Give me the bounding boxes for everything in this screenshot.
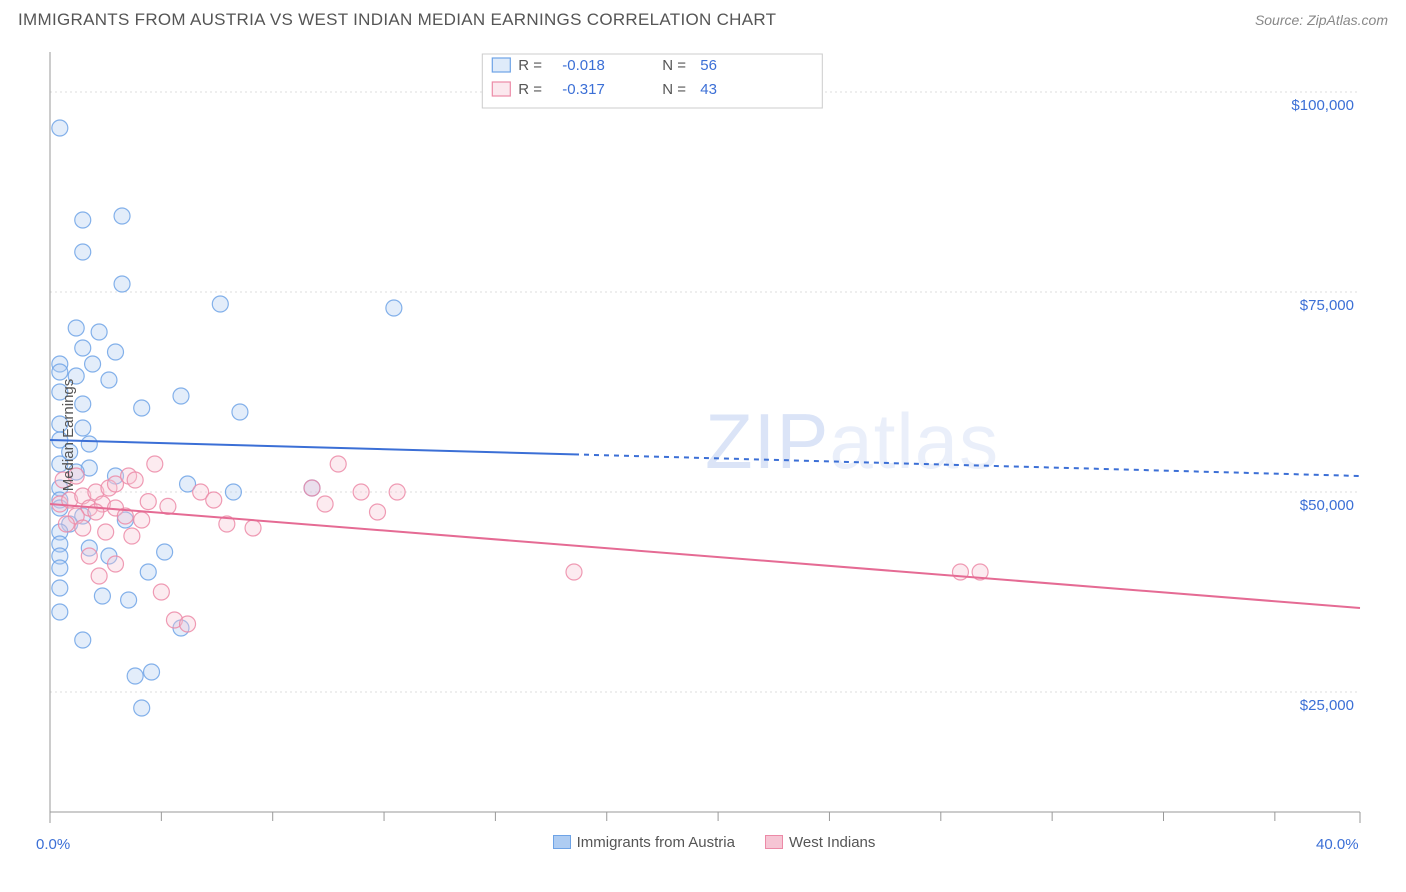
data-point (58, 516, 74, 532)
data-point (206, 492, 222, 508)
data-point (134, 512, 150, 528)
trend-line (50, 504, 1360, 608)
data-point (68, 320, 84, 336)
data-point (81, 548, 97, 564)
y-axis-label: Median Earnings (60, 379, 77, 492)
y-tick-label: $50,000 (1300, 497, 1354, 514)
data-point (121, 592, 137, 608)
legend-stat: N = (662, 81, 686, 98)
y-tick-label: $25,000 (1300, 697, 1354, 714)
bottom-legend: Immigrants from Austria West Indians (40, 834, 1388, 851)
x-tick-label: 0.0% (36, 836, 70, 853)
legend-swatch (492, 58, 510, 72)
data-point (52, 604, 68, 620)
legend-stat: 43 (700, 81, 717, 98)
data-point (91, 568, 107, 584)
legend-item: Immigrants from Austria (553, 834, 735, 851)
legend-swatch (492, 82, 510, 96)
legend-label: Immigrants from Austria (577, 834, 735, 851)
data-point (75, 520, 91, 536)
legend-swatch (765, 835, 783, 849)
data-point (389, 484, 405, 500)
data-point (91, 324, 107, 340)
chart-title: IMMIGRANTS FROM AUSTRIA VS WEST INDIAN M… (18, 10, 776, 30)
legend-stat: N = (662, 57, 686, 74)
legend-stat: R = (518, 81, 542, 98)
legend-label: West Indians (789, 834, 875, 851)
data-point (52, 560, 68, 576)
data-point (317, 496, 333, 512)
data-point (225, 484, 241, 500)
data-point (173, 388, 189, 404)
data-point (212, 296, 228, 312)
legend-stat: -0.018 (562, 57, 605, 74)
data-point (566, 564, 582, 580)
y-tick-label: $75,000 (1300, 297, 1354, 314)
data-point (81, 436, 97, 452)
data-point (114, 276, 130, 292)
data-point (75, 212, 91, 228)
data-point (180, 616, 196, 632)
x-tick-label: 40.0% (1316, 836, 1359, 853)
data-point (75, 632, 91, 648)
data-point (101, 372, 117, 388)
trend-line (50, 440, 574, 454)
data-point (75, 244, 91, 260)
data-point (75, 420, 91, 436)
data-point (75, 396, 91, 412)
data-point (386, 300, 402, 316)
legend-stat: -0.317 (562, 81, 605, 98)
data-point (330, 456, 346, 472)
data-point (98, 524, 114, 540)
legend-stat: 56 (700, 57, 717, 74)
data-point (94, 588, 110, 604)
data-point (140, 564, 156, 580)
data-point (108, 556, 124, 572)
legend-item: West Indians (765, 834, 875, 851)
data-point (108, 344, 124, 360)
data-point (232, 404, 248, 420)
data-point (157, 544, 173, 560)
data-point (147, 456, 163, 472)
data-point (134, 700, 150, 716)
data-point (52, 580, 68, 596)
data-point (75, 340, 91, 356)
data-point (144, 664, 160, 680)
chart-area: Median Earnings $25,000 $50,000 $75,000 $10… (40, 40, 1388, 830)
data-point (353, 484, 369, 500)
data-point (134, 400, 150, 416)
data-point (153, 584, 169, 600)
data-point (370, 504, 386, 520)
trend-line-extrapolated (574, 454, 1360, 476)
data-point (245, 520, 261, 536)
data-point (52, 120, 68, 136)
source-text: Source: ZipAtlas.com (1255, 12, 1388, 28)
data-point (114, 208, 130, 224)
data-point (85, 356, 101, 372)
data-point (127, 668, 143, 684)
legend-stat: R = (518, 57, 542, 74)
data-point (124, 528, 140, 544)
data-point (304, 480, 320, 496)
data-point (127, 472, 143, 488)
y-tick-label: $100,000 (1291, 97, 1354, 114)
data-point (140, 494, 156, 510)
data-point (52, 364, 68, 380)
scatter-chart-svg: $25,000 $50,000 $75,000 $100,000 R = -0.018 N… (40, 40, 1380, 830)
legend-swatch (553, 835, 571, 849)
